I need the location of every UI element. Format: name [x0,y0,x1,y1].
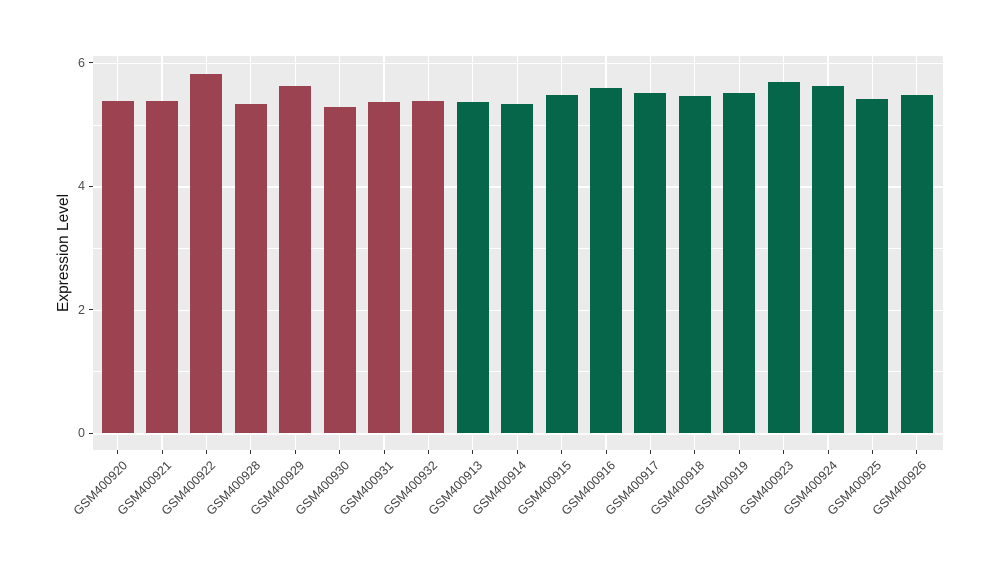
x-tick-mark-GSM400917 [649,450,651,454]
x-tick-mark-GSM400926 [916,450,918,454]
bar-GSM400921 [146,101,178,433]
bar-GSM400922 [190,74,223,433]
plot-panel [93,56,943,450]
x-tick-mark-GSM400932 [427,450,429,454]
bar-GSM400925 [856,98,889,433]
y-tick-mark-4 [89,185,93,187]
bar-GSM400916 [590,87,622,433]
x-tick-mark-GSM400924 [827,450,829,454]
y-tick-label-6: 6 [78,55,85,70]
x-tick-mark-GSM400915 [561,450,563,454]
x-tick-mark-GSM400921 [161,450,163,454]
bar-GSM400914 [501,104,534,433]
bar-GSM400918 [678,96,711,433]
x-tick-mark-GSM400922 [205,450,207,454]
bar-GSM400928 [234,104,267,433]
x-tick-mark-GSM400913 [472,450,474,454]
y-tick-mark-0 [89,432,93,434]
x-tick-mark-GSM400918 [694,450,696,454]
x-tick-mark-GSM400929 [294,450,296,454]
y-tick-mark-2 [89,309,93,311]
x-tick-mark-GSM400925 [871,450,873,454]
x-tick-mark-GSM400920 [117,450,119,454]
y-tick-mark-6 [89,62,93,64]
bar-GSM400915 [545,95,578,433]
bar-GSM400919 [723,93,756,433]
bar-GSM400931 [368,102,400,433]
bar-GSM400917 [634,93,667,433]
x-tick-label-GSM400926: GSM400926 [869,458,929,518]
bar-GSM400913 [456,102,489,433]
x-tick-mark-GSM400931 [383,450,385,454]
x-tick-mark-GSM400930 [339,450,341,454]
bar-GSM400932 [412,100,445,433]
x-tick-mark-GSM400914 [516,450,518,454]
x-tick-mark-GSM400928 [250,450,252,454]
bar-GSM400930 [323,107,356,433]
y-tick-label-4: 4 [78,179,85,194]
gridline-major-6 [93,62,943,65]
bar-GSM400923 [767,82,800,433]
bar-GSM400929 [279,86,312,433]
y-tick-label-0: 0 [78,426,85,440]
bar-GSM400920 [101,101,134,433]
y-axis-title: Expression Level [55,193,72,313]
x-tick-mark-GSM400923 [783,450,785,454]
bar-GSM400924 [812,85,844,433]
x-tick-mark-GSM400919 [738,450,740,454]
bar-GSM400926 [900,95,933,433]
x-tick-mark-GSM400916 [605,450,607,454]
y-tick-label-2: 2 [78,302,85,317]
gridline-major-0 [93,433,943,435]
